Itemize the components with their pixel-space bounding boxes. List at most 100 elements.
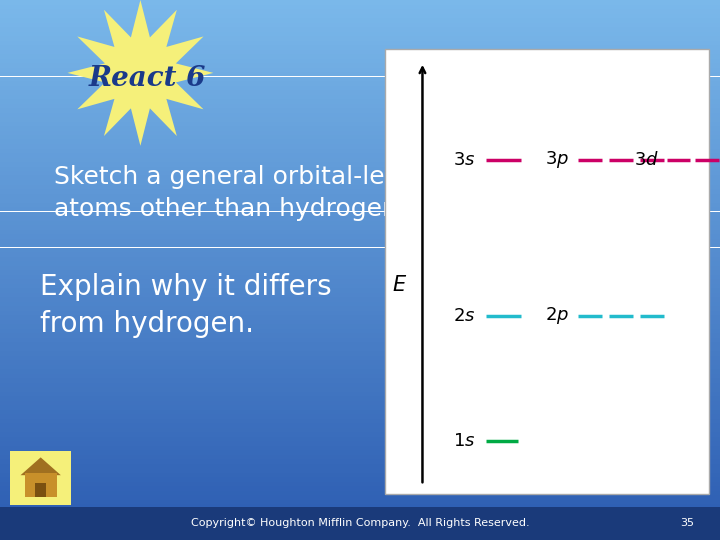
Bar <box>0 198 720 202</box>
Bar <box>0 463 720 468</box>
Bar <box>0 126 720 131</box>
Bar <box>0 360 720 364</box>
Bar <box>0 495 720 500</box>
Bar <box>0 58 720 63</box>
Bar <box>0 504 720 509</box>
Bar <box>0 27 720 31</box>
Bar <box>0 220 720 225</box>
Bar <box>0 117 720 122</box>
Bar <box>0 396 720 401</box>
Bar <box>0 9 720 14</box>
Bar <box>0 239 720 243</box>
Text: $1s$: $1s$ <box>454 431 476 450</box>
Bar <box>0 18 720 23</box>
Polygon shape <box>20 457 60 475</box>
Bar <box>0 513 720 517</box>
Bar <box>0 225 720 229</box>
Bar <box>0 14 720 18</box>
Text: $3s$: $3s$ <box>454 151 476 169</box>
Bar <box>0 166 720 171</box>
Bar <box>0 85 720 90</box>
Text: $3p$: $3p$ <box>545 150 569 171</box>
Text: Explain why it differs: Explain why it differs <box>40 273 331 301</box>
Bar <box>0 536 720 540</box>
Bar <box>0 81 720 85</box>
Bar <box>0 364 720 369</box>
Bar <box>0 526 720 531</box>
Bar <box>0 347 720 351</box>
Bar <box>0 522 720 526</box>
Bar <box>0 517 720 522</box>
Bar <box>0 342 720 347</box>
Bar <box>0 500 720 504</box>
Bar <box>0 446 720 450</box>
Bar <box>0 423 720 428</box>
Bar <box>0 234 720 239</box>
Bar <box>0 355 720 360</box>
Bar <box>0 4 720 9</box>
Text: 35: 35 <box>680 518 695 528</box>
Bar <box>0 180 720 185</box>
Bar <box>0 122 720 126</box>
Bar <box>0 158 720 162</box>
Bar <box>0 36 720 40</box>
Bar <box>0 261 720 266</box>
Bar <box>0 324 720 328</box>
Bar <box>0 486 720 490</box>
Bar <box>0 432 720 436</box>
Bar <box>0 252 720 256</box>
Bar <box>0 428 720 432</box>
Bar <box>0 301 720 306</box>
Bar <box>0 230 720 234</box>
Bar <box>0 279 720 284</box>
Bar <box>0 531 720 536</box>
Bar <box>0 378 720 382</box>
Bar <box>0 338 720 342</box>
Bar <box>0 216 720 220</box>
Bar <box>0 374 720 378</box>
Bar <box>0 68 720 72</box>
Bar <box>0 382 720 387</box>
Text: atoms other than hydrogen.: atoms other than hydrogen. <box>54 197 406 221</box>
Text: Copyright© Houghton Mifflin Company.  All Rights Reserved.: Copyright© Houghton Mifflin Company. All… <box>191 518 529 528</box>
Bar <box>0 139 720 144</box>
Bar <box>0 131 720 135</box>
Bar <box>0 450 720 455</box>
Bar <box>0 99 720 104</box>
Bar <box>0 247 720 252</box>
Bar <box>0 63 720 68</box>
Bar <box>0 77 720 81</box>
Bar <box>0 477 720 482</box>
Bar <box>0 0 720 4</box>
Bar <box>0 490 720 495</box>
Bar <box>0 401 720 405</box>
Bar <box>0 243 720 247</box>
Bar <box>0 405 720 409</box>
Bar <box>0 23 720 27</box>
Bar <box>0 436 720 441</box>
Bar <box>0 320 720 324</box>
Bar <box>0 392 720 396</box>
Bar <box>0 45 720 50</box>
Bar <box>0 297 720 301</box>
Bar <box>0 40 720 45</box>
Bar <box>0 171 720 176</box>
Bar <box>0 507 720 540</box>
Bar <box>0 90 720 94</box>
Bar <box>0 455 720 459</box>
Bar <box>0 472 720 477</box>
Bar <box>0 185 720 189</box>
Bar <box>0 293 720 297</box>
Text: $2p$: $2p$ <box>545 306 569 326</box>
Bar <box>0 266 720 270</box>
Bar <box>0 108 720 112</box>
Text: $3d$: $3d$ <box>634 151 659 169</box>
Bar <box>0 418 720 423</box>
Bar <box>0 315 720 320</box>
Bar <box>0 468 720 472</box>
Text: $2s$: $2s$ <box>454 307 476 325</box>
Bar <box>0 310 720 315</box>
Text: from hydrogen.: from hydrogen. <box>40 310 253 339</box>
Bar <box>0 202 720 207</box>
Text: React 6: React 6 <box>89 65 207 92</box>
